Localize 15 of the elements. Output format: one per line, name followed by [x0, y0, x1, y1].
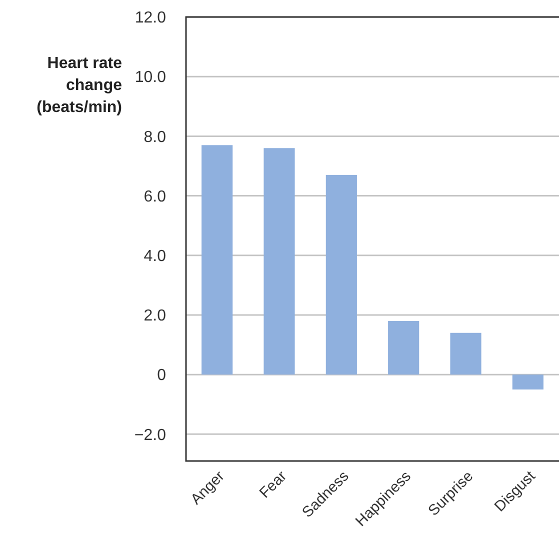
y-tick-label: 8.0 — [144, 128, 166, 146]
y-tick-label: −2.0 — [134, 426, 166, 444]
bar — [450, 332, 482, 375]
bar — [202, 145, 233, 375]
y-tick-label: 12.0 — [134, 10, 166, 27]
y-tick-label: 4.0 — [144, 248, 166, 265]
bar — [512, 374, 544, 390]
y-tick-label: 10.0 — [134, 69, 166, 86]
bar — [264, 148, 295, 375]
bar — [388, 320, 420, 375]
y-tick-label: 2.0 — [144, 308, 166, 325]
y-axis-title: Heart rate change (beats/min) — [36, 55, 122, 116]
y-tick-label: 6.0 — [144, 188, 166, 206]
y-tick-label: 0 — [157, 367, 166, 384]
bar — [326, 174, 357, 375]
